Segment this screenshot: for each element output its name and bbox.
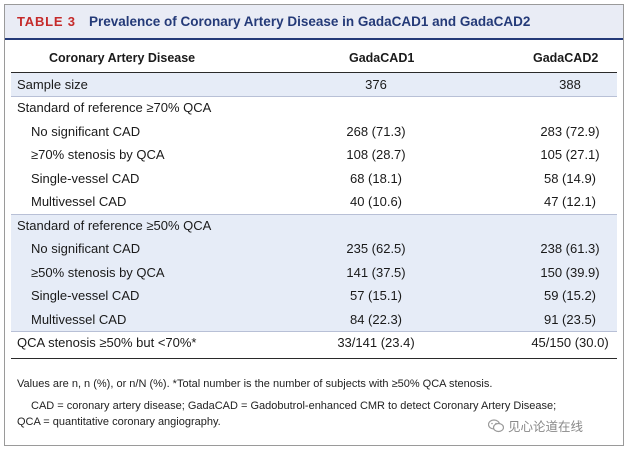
cell-gadacad1: 33/141 (23.4): [337, 335, 415, 350]
table-row: Standard of reference ≥70% QCA: [11, 96, 617, 119]
table-row: Multivessel CAD 40 (10.6) 47 (12.1): [11, 190, 617, 213]
column-header-gadacad1: GadaCAD1: [349, 51, 415, 65]
row-label: Multivessel CAD: [31, 312, 127, 327]
column-header-gadacad2: GadaCAD2: [533, 51, 599, 65]
table-row: No significant CAD 268 (71.3) 283 (72.9): [11, 120, 617, 143]
cell-gadacad2: 47 (12.1): [543, 194, 597, 209]
band-sample-size: [11, 73, 617, 96]
row-label: ≥70% stenosis by QCA: [31, 147, 165, 162]
table-row: Multivessel CAD 84 (22.3) 91 (23.5): [11, 308, 617, 331]
row-label: No significant CAD: [31, 241, 141, 256]
table-row: No significant CAD 235 (62.5) 238 (61.3): [11, 237, 617, 260]
cell-gadacad1: 84 (22.3): [349, 312, 403, 327]
bottom-rule: [11, 358, 617, 359]
cell-gadacad2: 388: [559, 77, 581, 92]
cell-gadacad2: 105 (27.1): [540, 147, 600, 162]
cell-gadacad1: 235 (62.5): [346, 241, 406, 256]
row-label: Standard of reference ≥50% QCA: [17, 218, 212, 233]
row-label: QCA stenosis ≥50% but <70%*: [17, 335, 197, 350]
footnote-values: Values are n, n (%), or n/N (%). *Total …: [17, 378, 493, 390]
cell-gadacad1: 108 (28.7): [346, 147, 406, 162]
cell-gadacad1: 57 (15.1): [349, 288, 403, 303]
cell-gadacad2: 59 (15.2): [543, 288, 597, 303]
table-label: TABLE 3: [17, 14, 76, 29]
table-row: Single-vessel CAD 68 (18.1) 58 (14.9): [11, 167, 617, 190]
cell-gadacad2: 45/150 (30.0): [531, 335, 609, 350]
cell-gadacad1: 141 (37.5): [346, 265, 406, 280]
table-frame: TABLE 3 Prevalence of Coronary Artery Di…: [4, 4, 624, 446]
wechat-icon: [488, 418, 504, 432]
cell-gadacad1: 68 (18.1): [349, 171, 403, 186]
footnote-abbrev: CAD = coronary artery disease; GadaCAD =…: [31, 400, 557, 412]
table-row: ≥70% stenosis by QCA 108 (28.7) 105 (27.…: [11, 143, 617, 166]
cell-gadacad2: 58 (14.9): [543, 171, 597, 186]
table-row: ≥50% stenosis by QCA 141 (37.5) 150 (39.…: [11, 261, 617, 284]
column-header-cad: Coronary Artery Disease: [49, 51, 196, 65]
header-rule: [11, 72, 617, 73]
cell-gadacad1: 40 (10.6): [349, 194, 403, 209]
cell-gadacad2: 91 (23.5): [543, 312, 597, 327]
watermark: 见心论道在线: [488, 416, 583, 435]
cell-gadacad1: 268 (71.3): [346, 124, 406, 139]
row-label: No significant CAD: [31, 124, 141, 139]
table-row: QCA stenosis ≥50% but <70%* 33/141 (23.4…: [11, 331, 617, 354]
row-label: Multivessel CAD: [31, 194, 127, 209]
table-title: Prevalence of Coronary Artery Disease in…: [89, 14, 531, 29]
cell-gadacad2: 238 (61.3): [540, 241, 600, 256]
table-row: Single-vessel CAD 57 (15.1) 59 (15.2): [11, 284, 617, 307]
row-label: ≥50% stenosis by QCA: [31, 265, 165, 280]
cell-gadacad2: 150 (39.9): [540, 265, 600, 280]
row-label: Standard of reference ≥70% QCA: [17, 100, 212, 115]
section-rule: [11, 331, 617, 332]
table-row: Standard of reference ≥50% QCA: [11, 214, 617, 237]
table-title-bar: TABLE 3 Prevalence of Coronary Artery Di…: [5, 5, 623, 40]
row-label: Single-vessel CAD: [31, 171, 140, 186]
row-label: Sample size: [17, 77, 88, 92]
section-rule: [11, 96, 617, 97]
row-label: Single-vessel CAD: [31, 288, 140, 303]
watermark-text: 见心论道在线: [508, 420, 584, 434]
footnote-qca: QCA = quantitative coronary angiography.: [17, 416, 221, 428]
table-row: Sample size 376 388: [11, 73, 617, 96]
cell-gadacad2: 283 (72.9): [540, 124, 600, 139]
band-ref-50: [11, 214, 617, 331]
cell-gadacad1: 376: [365, 77, 387, 92]
section-rule: [11, 214, 617, 215]
